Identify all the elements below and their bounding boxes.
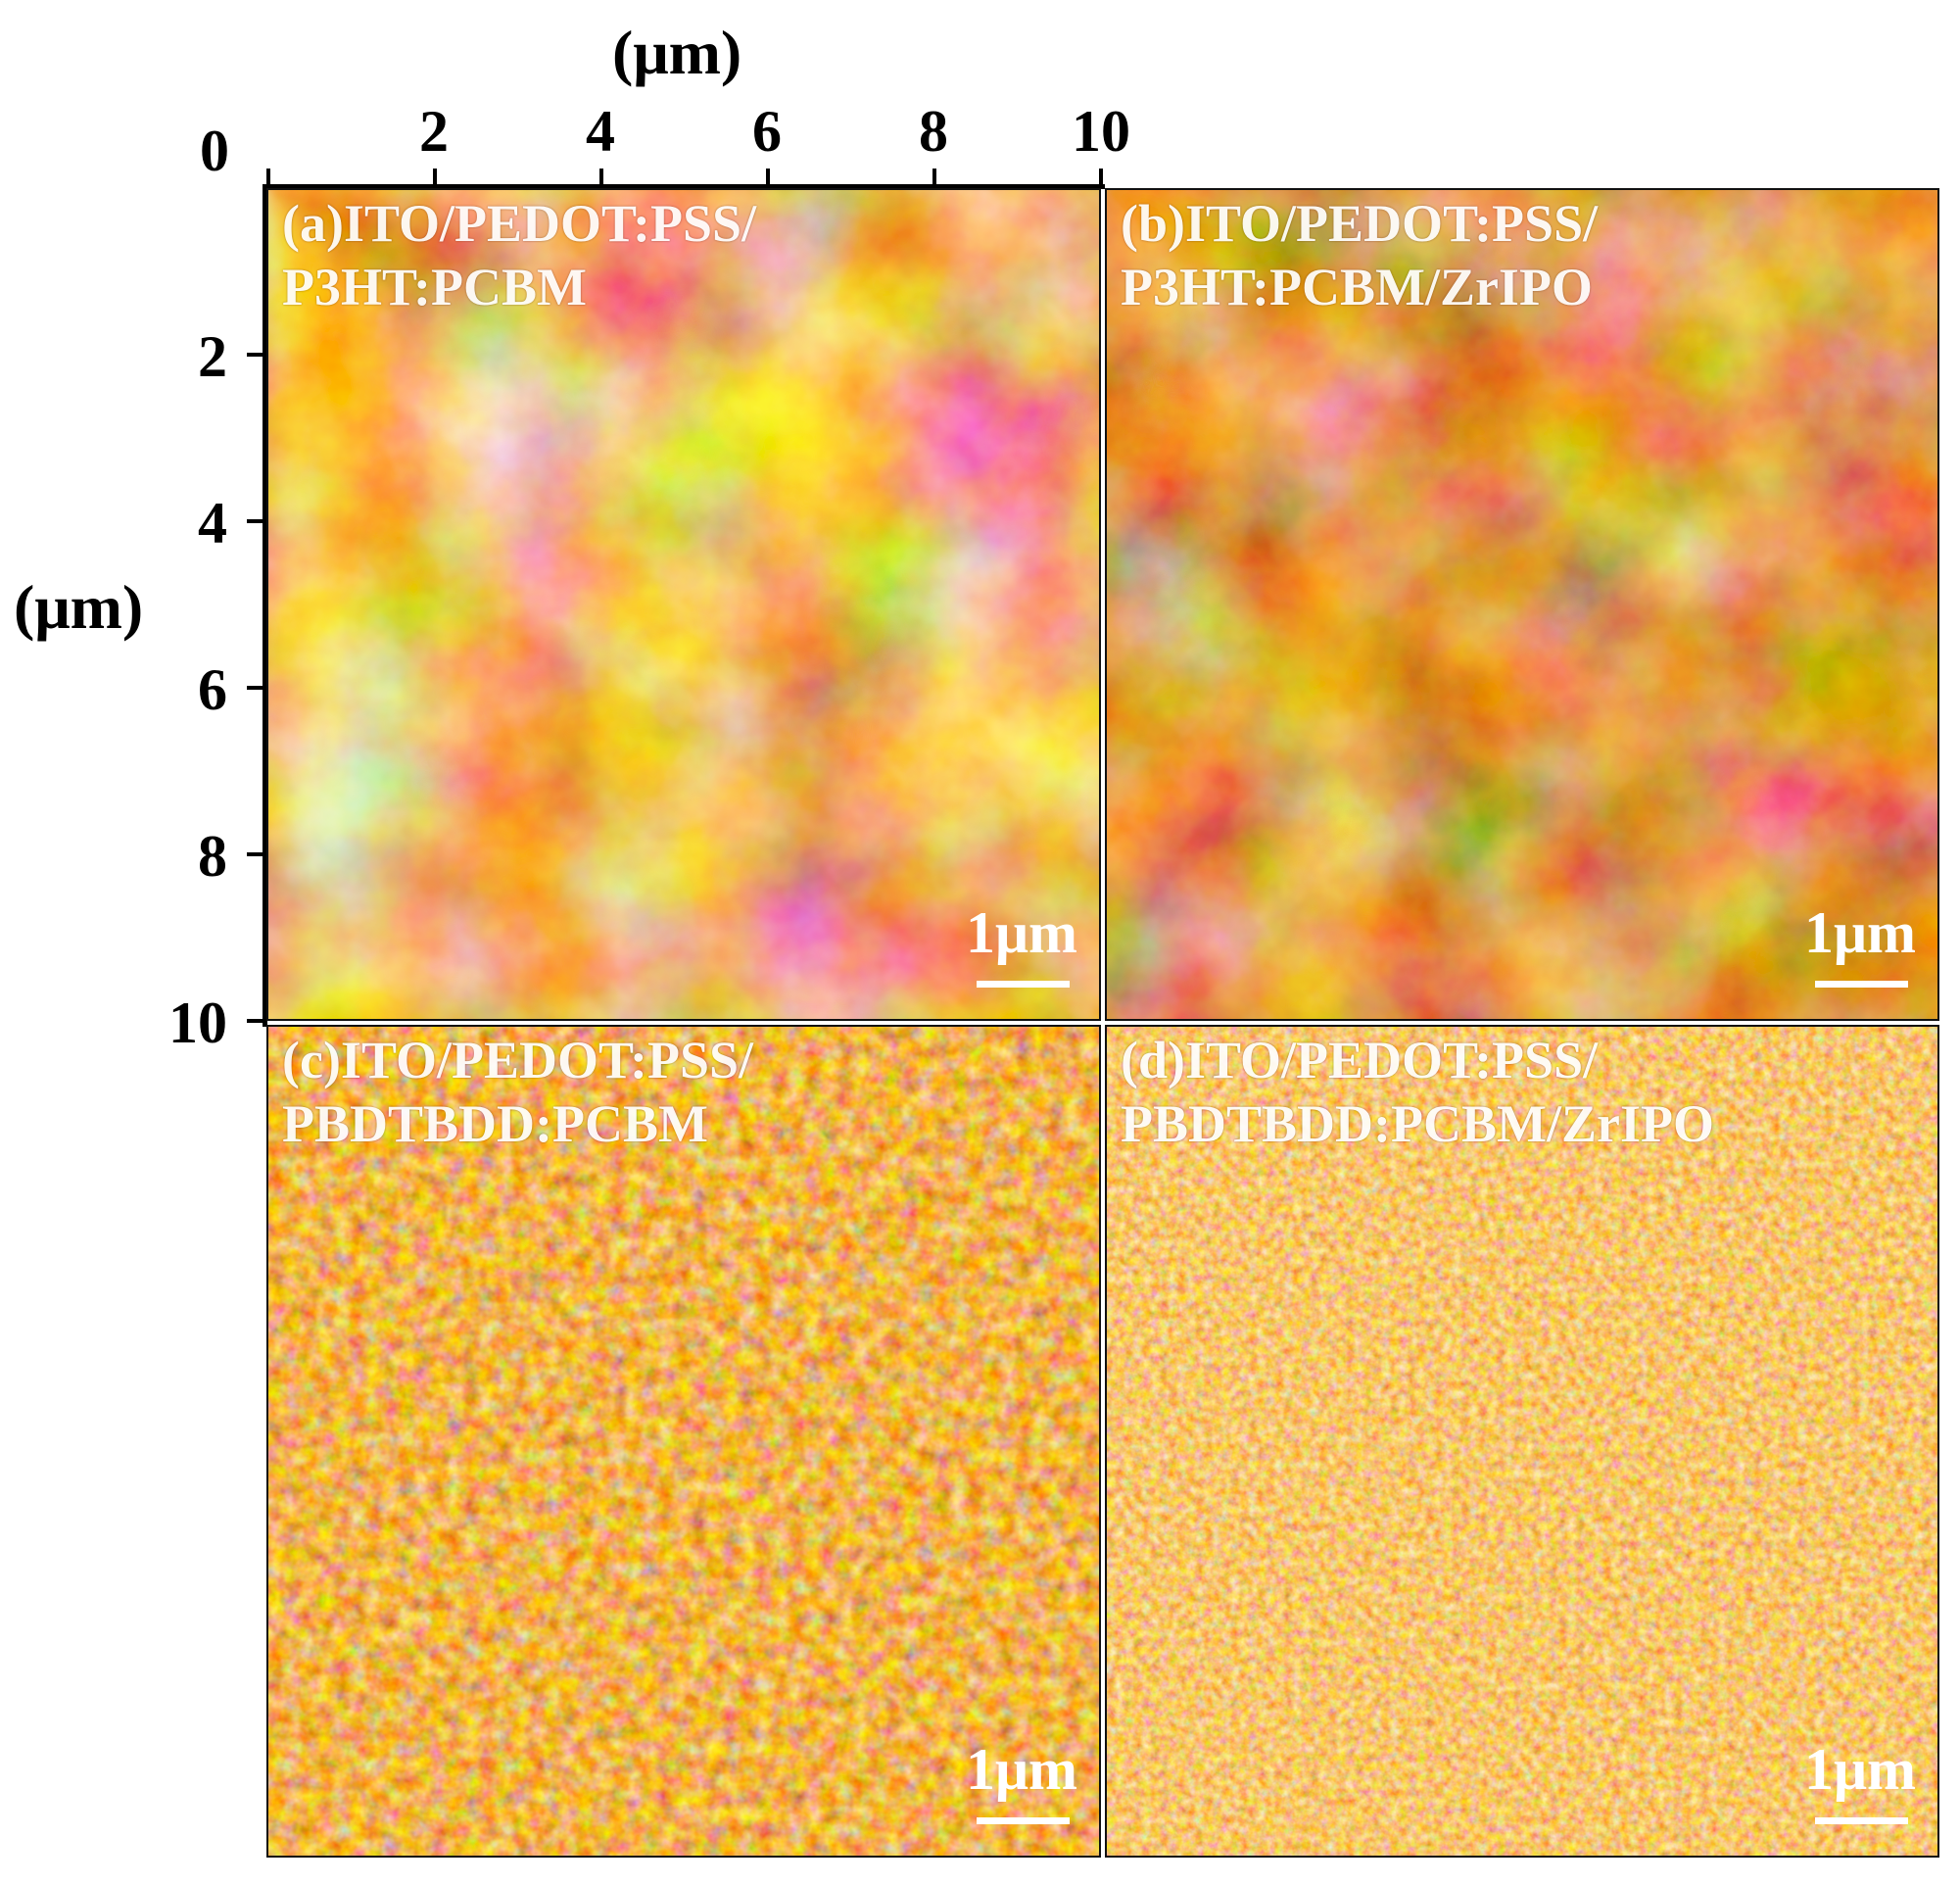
- scale-bar-label-a: 1μm: [966, 900, 1077, 965]
- panel-label-b-line2: P3HT:PCBM/ZrIPO: [1121, 257, 1593, 316]
- x-tick-label: 8: [919, 99, 948, 164]
- panel-label-a: (a)ITO/PEDOT:PSS/ P3HT:PCBM: [282, 192, 756, 319]
- panel-label-d-line2: PBDTBDD:PCBM/ZrIPO: [1121, 1093, 1714, 1153]
- scale-bar-c: [977, 1817, 1070, 1824]
- afm-panel-a: (a)ITO/PEDOT:PSS/ P3HT:PCBM 1μm: [266, 188, 1101, 1021]
- panel-label-c-line2: PBDTBDD:PCBM: [282, 1093, 708, 1153]
- afm-panel-c: (c)ITO/PEDOT:PSS/ PBDTBDD:PCBM 1μm: [266, 1025, 1101, 1858]
- panel-label-a-line2: P3HT:PCBM: [282, 257, 587, 316]
- y-tick-mark: [247, 519, 264, 523]
- x-tick-label: 4: [586, 99, 615, 164]
- panel-label-d: (d)ITO/PEDOT:PSS/ PBDTBDD:PCBM/ZrIPO: [1121, 1029, 1714, 1156]
- x-tick-mark: [599, 169, 603, 186]
- panel-label-a-line1: (a)ITO/PEDOT:PSS/: [282, 194, 757, 253]
- y-tick-label: 10: [168, 991, 227, 1055]
- x-tick-mark: [766, 169, 770, 186]
- y-tick-label: 4: [198, 491, 227, 556]
- scale-bar-a: [977, 981, 1070, 988]
- x-tick-mark: [932, 169, 936, 186]
- panel-label-c-line1: (c)ITO/PEDOT:PSS/: [282, 1031, 754, 1089]
- x-tick-mark: [266, 169, 270, 186]
- afm-height-map-c: [268, 1027, 1099, 1856]
- panel-label-c: (c)ITO/PEDOT:PSS/ PBDTBDD:PCBM: [282, 1029, 753, 1156]
- panel-label-b: (b)ITO/PEDOT:PSS/ P3HT:PCBM/ZrIPO: [1121, 192, 1598, 319]
- panel-label-b-line1: (b)ITO/PEDOT:PSS/: [1121, 194, 1599, 253]
- scale-bar-d: [1815, 1817, 1908, 1824]
- scale-bar-b: [1815, 981, 1908, 988]
- x-tick-mark: [1099, 169, 1103, 186]
- y-tick-mark: [247, 686, 264, 690]
- y-tick-label: 2: [198, 324, 227, 389]
- x-tick-mark: [433, 169, 437, 186]
- y-axis-line: [263, 184, 267, 1027]
- scale-bar-label-c: 1μm: [966, 1737, 1077, 1802]
- scale-bar-label-d: 1μm: [1804, 1737, 1916, 1802]
- afm-height-map-d: [1107, 1027, 1937, 1856]
- y-tick-label: 6: [198, 657, 227, 722]
- afm-height-map-b: [1107, 190, 1937, 1019]
- x-tick-label: 0: [200, 119, 229, 183]
- panel-label-d-line1: (d)ITO/PEDOT:PSS/: [1121, 1031, 1599, 1089]
- x-tick-label: 2: [419, 99, 449, 164]
- y-axis-title: (μm): [14, 572, 144, 642]
- afm-panel-b: (b)ITO/PEDOT:PSS/ P3HT:PCBM/ZrIPO 1μm: [1105, 188, 1939, 1021]
- x-tick-label: 10: [1072, 99, 1130, 164]
- y-tick-label: 8: [198, 824, 227, 889]
- y-tick-mark: [247, 852, 264, 856]
- afm-height-map-a: [268, 190, 1099, 1019]
- y-tick-mark: [247, 353, 264, 357]
- x-tick-label: 6: [752, 99, 782, 164]
- afm-panel-d: (d)ITO/PEDOT:PSS/ PBDTBDD:PCBM/ZrIPO 1μm: [1105, 1025, 1939, 1858]
- x-axis-title: (μm): [612, 18, 742, 87]
- y-tick-mark: [247, 1019, 264, 1023]
- x-axis-line: [266, 184, 1105, 189]
- scale-bar-label-b: 1μm: [1804, 900, 1916, 965]
